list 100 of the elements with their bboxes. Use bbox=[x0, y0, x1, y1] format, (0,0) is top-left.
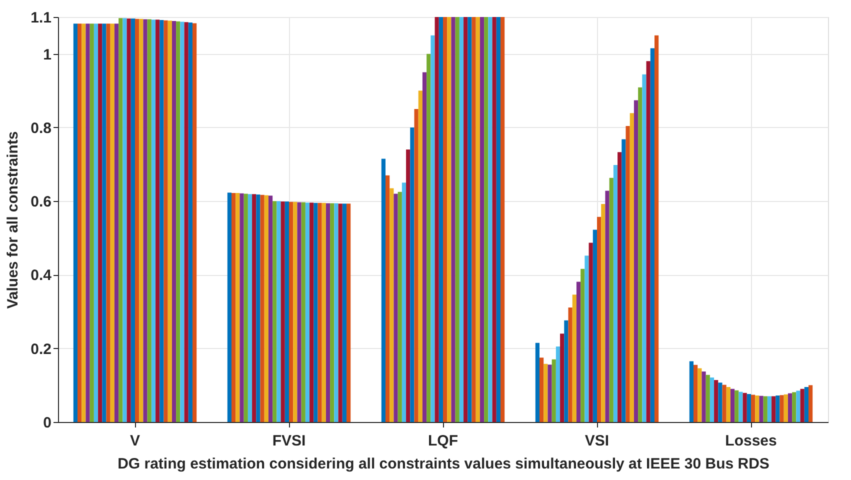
bar bbox=[500, 17, 505, 422]
bar bbox=[751, 394, 756, 422]
bar bbox=[284, 201, 289, 422]
bar bbox=[434, 17, 439, 422]
bar bbox=[98, 24, 102, 422]
bar bbox=[698, 368, 702, 422]
bar bbox=[232, 192, 236, 422]
bar bbox=[438, 17, 443, 422]
bar bbox=[535, 342, 540, 422]
bar bbox=[248, 194, 252, 422]
bar bbox=[135, 18, 140, 422]
bar bbox=[110, 24, 114, 422]
bar bbox=[164, 20, 168, 422]
bar bbox=[168, 20, 172, 422]
bar bbox=[472, 17, 476, 422]
bar bbox=[310, 202, 314, 422]
bar bbox=[422, 72, 427, 422]
bar bbox=[484, 17, 488, 422]
bar bbox=[82, 24, 86, 422]
bar bbox=[788, 393, 792, 422]
bar bbox=[326, 203, 330, 422]
bar bbox=[480, 17, 484, 422]
bar bbox=[443, 17, 448, 422]
bar bbox=[426, 54, 431, 422]
x-tick-label: FVSI bbox=[272, 432, 306, 450]
bar bbox=[322, 202, 326, 422]
bar bbox=[139, 18, 144, 422]
bar bbox=[650, 48, 654, 422]
bar bbox=[293, 202, 298, 422]
bar bbox=[654, 35, 659, 422]
bar bbox=[796, 390, 800, 422]
bar bbox=[180, 22, 184, 422]
bar bbox=[706, 374, 710, 422]
x-tick-label: VSI bbox=[584, 432, 610, 450]
bar bbox=[626, 126, 630, 422]
bar bbox=[638, 87, 642, 422]
bar bbox=[305, 202, 310, 422]
bar bbox=[406, 150, 410, 422]
bar bbox=[588, 242, 593, 422]
bar bbox=[151, 20, 156, 422]
bar bbox=[289, 202, 294, 422]
bar bbox=[646, 61, 650, 422]
bar bbox=[342, 204, 346, 422]
bar bbox=[780, 395, 784, 422]
bar bbox=[605, 190, 610, 422]
bar bbox=[763, 396, 768, 422]
bar bbox=[464, 17, 468, 422]
bar bbox=[784, 394, 788, 422]
bar bbox=[540, 358, 544, 422]
bar bbox=[572, 294, 576, 422]
bar bbox=[94, 24, 98, 422]
bar bbox=[78, 24, 82, 422]
bar bbox=[767, 396, 772, 422]
bar bbox=[447, 17, 452, 422]
bar bbox=[156, 20, 160, 422]
bar bbox=[143, 19, 148, 422]
bar bbox=[564, 320, 568, 422]
bar bbox=[268, 196, 273, 422]
x-tick-label: LQF bbox=[428, 432, 458, 450]
bar bbox=[800, 388, 804, 422]
bar bbox=[459, 17, 464, 422]
bar bbox=[488, 17, 492, 422]
bar bbox=[592, 230, 597, 422]
bar bbox=[738, 392, 743, 422]
bar bbox=[544, 364, 548, 422]
bar bbox=[560, 334, 564, 422]
bar bbox=[451, 17, 456, 422]
bar bbox=[710, 377, 714, 422]
bar bbox=[808, 385, 813, 422]
x-tick-label: Losses bbox=[725, 432, 777, 450]
y-tick-label: 0.4 bbox=[30, 267, 52, 284]
y-tick-label: 0.8 bbox=[30, 120, 52, 137]
bar bbox=[702, 372, 706, 422]
bar bbox=[718, 382, 722, 422]
bar bbox=[792, 392, 796, 422]
bar bbox=[609, 178, 614, 422]
bar bbox=[630, 113, 634, 422]
bar bbox=[297, 202, 302, 422]
bar bbox=[755, 395, 760, 422]
bar bbox=[746, 394, 751, 422]
bar bbox=[90, 24, 94, 422]
bar bbox=[410, 127, 414, 422]
bar bbox=[192, 23, 197, 422]
bar bbox=[394, 194, 398, 422]
bar bbox=[556, 346, 560, 422]
bar bbox=[730, 388, 735, 422]
bar bbox=[694, 364, 698, 422]
bar bbox=[776, 395, 780, 422]
bar bbox=[252, 194, 256, 422]
bar bbox=[597, 216, 602, 422]
bar bbox=[759, 396, 764, 422]
bar bbox=[236, 192, 240, 422]
bar bbox=[580, 268, 585, 422]
bar bbox=[552, 359, 556, 422]
bar bbox=[576, 282, 581, 422]
bar bbox=[642, 74, 646, 422]
bar bbox=[390, 188, 394, 422]
bar bbox=[398, 192, 402, 422]
bar bbox=[130, 18, 135, 422]
bar bbox=[318, 202, 322, 422]
